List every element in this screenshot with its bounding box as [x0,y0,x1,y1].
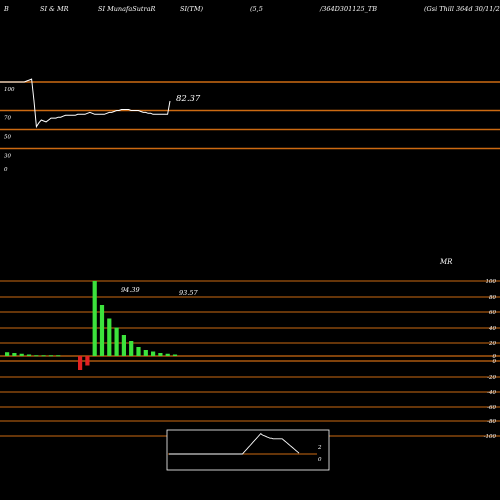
rsi-tick-label: 70 [4,116,11,122]
header-label: SI(TM) [180,5,204,13]
rsi-tick-label: 0 [4,167,8,173]
mrsi-tick-label: 80 [489,295,496,301]
mrsi-tick-label: 40 [488,326,496,332]
mrsi-positive-bar [48,355,53,357]
header-label: /364D301125_TB [319,5,377,13]
mrsi-positive-bar [26,354,32,356]
rsi-value-label: 82.37 [176,94,201,104]
mrsi-tick-label: 0 [493,359,497,365]
mrsi-tick-label: -100 [484,434,497,440]
mrsi-negative-bar [85,356,90,366]
header-label: SI & MR [40,5,69,13]
mrsi-tick-label: -20 [487,375,496,381]
mrsi-annotation: 94.39 [121,286,140,294]
mrsi-positive-bar [121,335,126,356]
mrsi-positive-bar [92,281,97,356]
inset-series-line [169,432,300,455]
chart-header: B SI & MR SI MunafaSutraR SI(TM) (5,5/364D30… [3,5,500,13]
mrsi-positive-bar [107,318,112,356]
mrsi-tick-label: 20 [488,341,496,347]
mrsi-tick-label: 100 [486,279,497,285]
mrsi-positive-bar [56,355,61,357]
mrsi-annotation: 93.57 [179,289,198,297]
rsi-tick-label: 100 [4,87,15,93]
mrsi-positive-bar [12,353,17,356]
mrsi-positive-bar [143,350,148,356]
inset-frame [166,429,330,471]
mrsi-positive-bar [151,351,156,356]
header-label: SI MunafaSutraR [98,5,156,13]
header-label: B [3,5,9,13]
header-label: (5,5 [250,5,263,13]
inset-tick-label: 0 [318,457,322,463]
rsi-series-line [0,78,171,129]
mrsi-positive-bar [41,355,46,357]
rsi-panel: 100 70 50 30 0 82.37 [0,78,500,173]
inset-tick-label: 2 [317,445,322,451]
mrsi-tick-label: 0 [493,354,497,360]
mrsi-tick-label: -80 [487,419,496,425]
mrsi-panel: MR 100 80 60 40 20 00 -20 -40 -60 -80 -100 94.39 93.5… [0,258,500,440]
mrsi-negative-bar [78,356,83,370]
rsi-tick-label: 30 [4,154,11,160]
mrsi-positive-bar [136,347,141,356]
mrsi-positive-bar [129,341,134,356]
mrsi-positive-bar [34,355,39,357]
mrsi-tick-label: -40 [487,390,496,396]
mrsi-positive-bar [114,327,119,356]
header-label: (Gsi Thill 364d 30/11/25) [424,5,500,13]
mrsi-positive-bar [165,353,170,356]
mrsi-positive-bar [5,352,10,356]
inset-panel: 20 [166,429,330,471]
mrsi-tick-label: -60 [487,405,496,411]
mrsi-positive-bar [99,305,105,356]
mrsi-positive-bar [172,354,178,356]
mrsi-tick-label: 60 [489,310,496,316]
mrsi-title: MR [439,258,453,266]
rsi-tick-label: 50 [4,135,11,141]
mrsi-positive-bar [158,353,163,356]
mrsi-positive-bar [19,353,24,356]
